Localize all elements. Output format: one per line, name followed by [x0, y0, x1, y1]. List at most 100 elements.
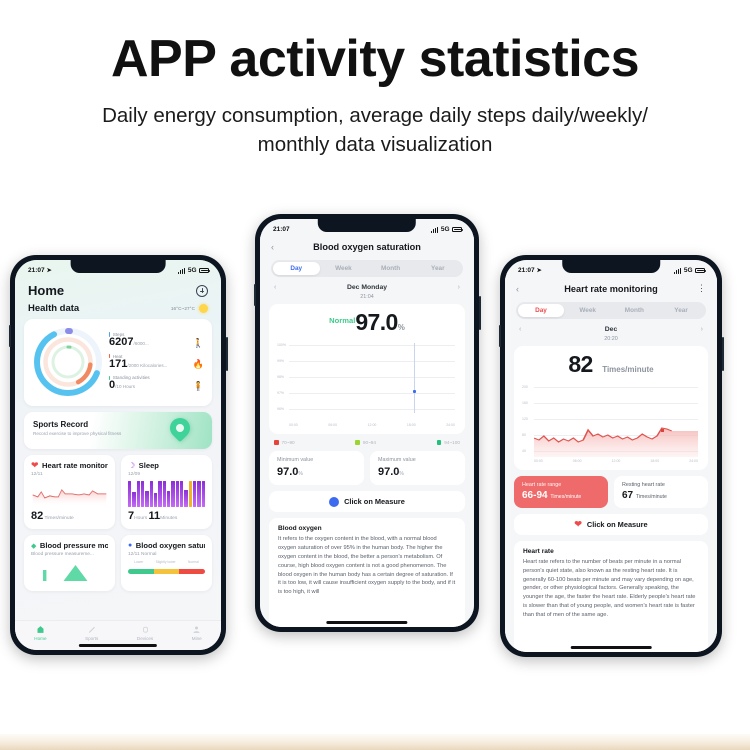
minmax-label: Minimum value	[277, 457, 314, 463]
stat-steps: Steps 6207/6000... 🚶	[109, 332, 204, 349]
kebab-menu-icon[interactable]: ⋮	[697, 283, 706, 293]
y-tick: 160	[522, 401, 528, 405]
gauge-label: Slightly lower	[155, 560, 176, 564]
tab-week[interactable]: Week	[579, 307, 596, 314]
tab-sports[interactable]: Sports	[85, 625, 98, 641]
tab-label: Home	[34, 635, 47, 641]
nav-title: Heart rate monitoring	[564, 283, 658, 294]
status-time: 21:07	[273, 226, 290, 233]
heart-rate-plot: 200 160 120 80 40	[522, 381, 700, 457]
heart-rate-range-card: Heart rate range 66-94 Times/minute	[514, 476, 608, 508]
sports-record-card[interactable]: Sports Record Record exercise to improve…	[24, 412, 212, 449]
blood-pressure-mini-card[interactable]: ◆ Blood pressure monitoring Blood pressu…	[24, 535, 115, 591]
y-tick: 98%	[277, 375, 285, 379]
minmax-value: 97.0	[277, 466, 299, 479]
signal-bars-icon	[430, 226, 439, 233]
chevron-left-icon[interactable]: ‹	[274, 284, 277, 291]
battery-icon	[695, 268, 706, 273]
y-tick: 80	[522, 433, 526, 437]
tab-month[interactable]: Month	[381, 265, 401, 272]
chevron-left-icon[interactable]: ‹	[271, 242, 274, 252]
range-label: Heart rate range	[522, 482, 562, 488]
reading-unit: Times/minute	[602, 365, 654, 374]
status-time: 21:07	[518, 267, 535, 274]
mini-card-date: 12/11	[31, 472, 43, 477]
legend-label: 90~94	[362, 440, 377, 445]
click-on-measure-button[interactable]: ❤ Click on Measure	[514, 514, 708, 535]
period-segmented-control: Day Week Month Year	[516, 302, 706, 319]
tab-year[interactable]: Year	[431, 265, 445, 272]
stat-sub: /10 Hours	[115, 384, 136, 390]
person-icon	[193, 626, 200, 634]
stat-standing: Standing activities 0/10 Hours 🧍	[109, 375, 204, 392]
sun-icon	[199, 304, 208, 313]
tab-day[interactable]: Day	[272, 261, 320, 276]
tab-label: Mine	[191, 635, 202, 641]
add-circle-icon[interactable]	[196, 284, 208, 297]
mini-card-title: Sleep	[138, 461, 159, 470]
info-body: Heart rate refers to the number of beats…	[523, 559, 696, 618]
status-bar: 21:07 ➤ 5G	[505, 260, 717, 277]
standing-person-icon: 🧍	[192, 380, 204, 391]
home-indicator	[326, 621, 408, 624]
tab-devices[interactable]: Devices	[137, 625, 153, 641]
gauge-label: Normal	[187, 560, 199, 564]
chevron-right-icon[interactable]: ›	[457, 284, 460, 291]
status-network: 5G	[187, 267, 197, 274]
circle-blue-icon: ●	[128, 542, 133, 549]
heart-rate-mini-card[interactable]: ❤ Heart rate monitoring 12/11	[24, 455, 115, 529]
mini-card-value-row: 7Hours 11Minutes	[128, 510, 205, 522]
flame-icon: 🔥	[192, 359, 204, 370]
tab-mine[interactable]: Mine	[192, 625, 202, 641]
oxygen-gauge-bar	[128, 569, 205, 574]
tab-month[interactable]: Month	[624, 307, 644, 314]
page-subtitle: Daily energy consumption, average daily …	[102, 103, 648, 157]
sleep-mini-card[interactable]: ☽ Sleep 12/09 7Hours	[121, 455, 212, 529]
y-tick: 200	[522, 385, 528, 389]
status-time: 21:07	[28, 267, 45, 274]
chevron-right-icon[interactable]: ›	[700, 326, 703, 333]
sleep-bars-chart	[128, 481, 205, 507]
x-tick: 18:00	[650, 459, 660, 463]
home-indicator	[78, 644, 158, 647]
stat-label: Heat	[112, 353, 123, 359]
current-date: Dec Monday	[346, 284, 388, 291]
tab-day[interactable]: Day	[517, 303, 565, 318]
home-icon	[37, 626, 44, 634]
location-arrow-icon: ➤	[536, 268, 542, 274]
tab-week[interactable]: Week	[335, 265, 352, 272]
current-reading: Normal97.0%	[277, 309, 457, 336]
y-tick: 40	[522, 449, 526, 453]
mini-card-date: 12/09	[128, 472, 141, 477]
page-title: APP activity statistics	[110, 30, 640, 88]
heart-rate-sparkline	[31, 481, 108, 507]
click-on-measure-button[interactable]: Click on Measure	[269, 491, 465, 513]
tab-home[interactable]: Home	[34, 625, 47, 641]
chevron-left-icon[interactable]: ‹	[519, 326, 522, 333]
reading-value: 97.0	[355, 309, 398, 335]
chevron-left-icon[interactable]: ‹	[516, 283, 519, 294]
blood-oxygen-mini-card[interactable]: ● Blood oxygen saturation 12/11 Normal L…	[121, 535, 212, 591]
mini-card-date: Blood pressure measureme...	[31, 552, 94, 557]
reading-value: 82	[568, 351, 593, 377]
x-tick: 12:00	[367, 423, 377, 427]
resting-label: Resting heart rate	[622, 482, 665, 488]
health-data-card[interactable]: Steps 6207/6000... 🚶 Heat	[24, 319, 212, 406]
stat-label: Steps	[112, 332, 125, 338]
weather-temp: 16°C~27°C	[170, 306, 195, 311]
sleep-minutes-unit: Minutes	[160, 516, 178, 521]
heart-rate-unit: Times/minute	[44, 516, 74, 521]
nav-bar: ‹ Blood oxygen saturation	[260, 236, 474, 257]
y-tick: 97%	[277, 391, 285, 395]
stat-value: 0	[109, 379, 116, 392]
y-tick: 96%	[277, 407, 285, 411]
health-data-label: Health data	[28, 303, 80, 314]
heart-rate-series	[534, 427, 698, 457]
status-network: 5G	[683, 267, 693, 274]
x-tick: 24:00	[446, 423, 455, 427]
stat-sub: /2000 Kilocalories...	[127, 362, 168, 368]
phone-notch	[317, 219, 417, 232]
stat-value: 6207	[109, 336, 134, 349]
tab-year[interactable]: Year	[674, 307, 688, 314]
gauge-label: Lower	[134, 560, 144, 564]
